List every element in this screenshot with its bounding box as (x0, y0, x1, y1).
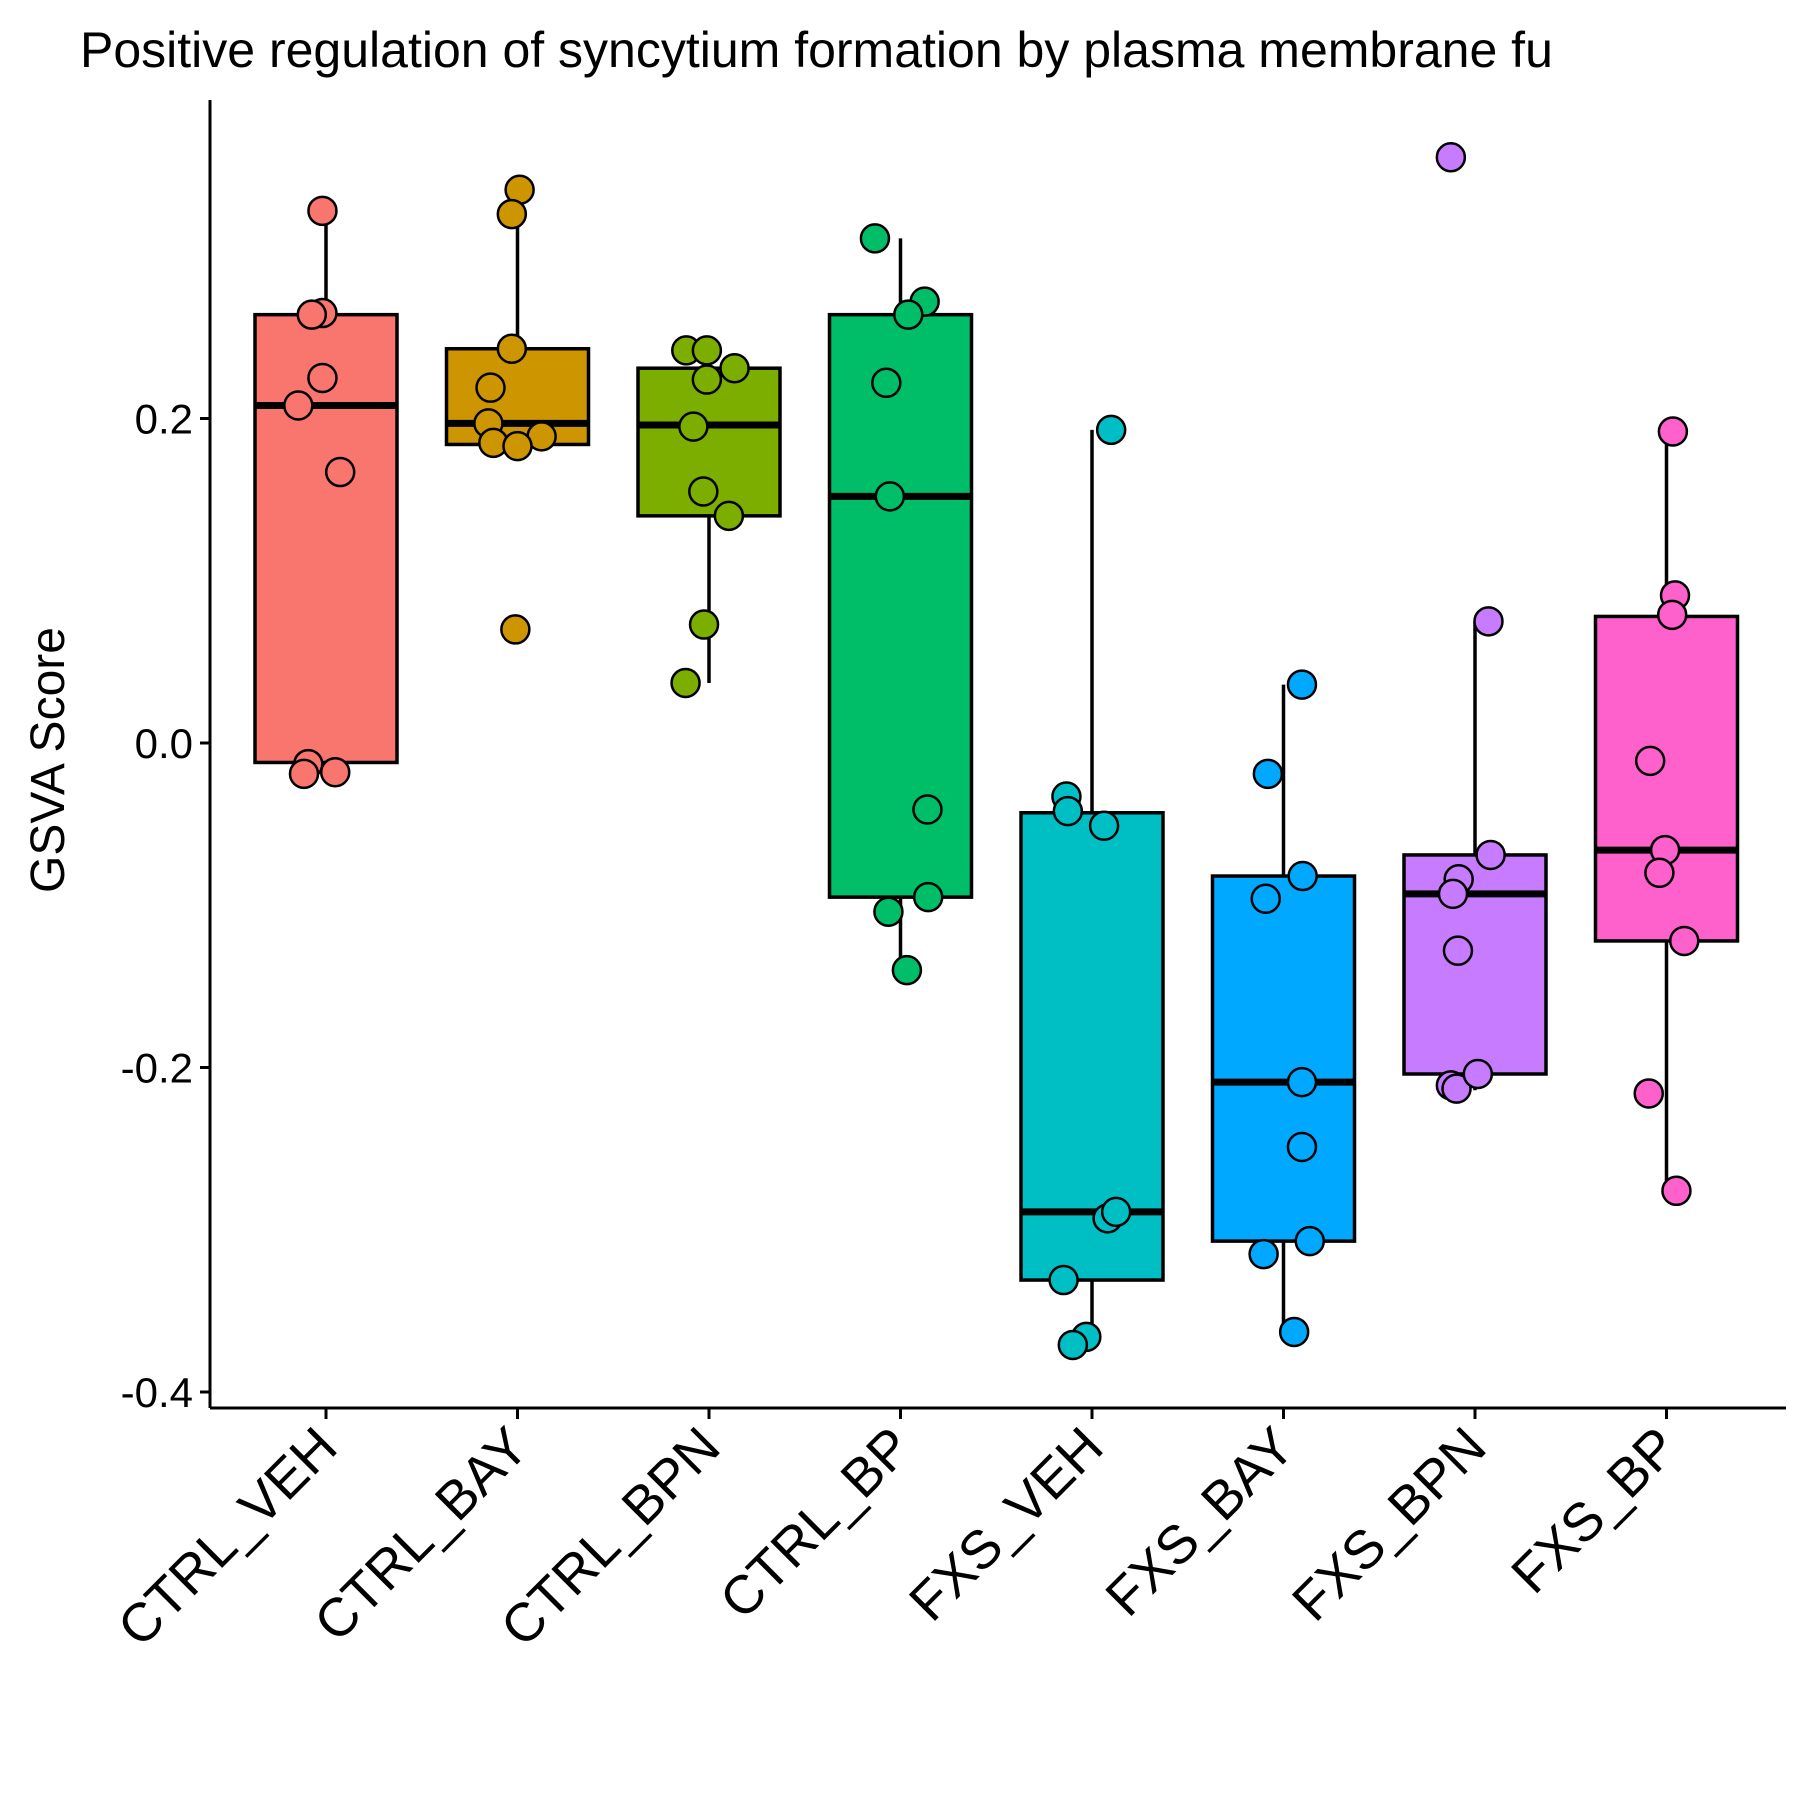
data-point (1644, 857, 1675, 889)
x-tick-label: CTRL_VEH (107, 1416, 349, 1658)
box-group-ctrl-bpn (636, 335, 782, 699)
data-point (1286, 1131, 1318, 1163)
x-tick-label: FXS_BP (1500, 1416, 1689, 1605)
data-point (319, 756, 351, 788)
data-point (307, 362, 338, 394)
data-point (1633, 1078, 1664, 1109)
data-point (502, 430, 533, 462)
box-group-ctrl-veh (253, 195, 399, 790)
data-point (1656, 599, 1688, 631)
data-point (283, 390, 314, 421)
data-point (500, 614, 531, 645)
data-point (719, 352, 750, 384)
x-tick-label: FXS_VEH (898, 1416, 1114, 1632)
data-point (1057, 1329, 1089, 1361)
data-point (475, 372, 506, 403)
data-point (1661, 1175, 1692, 1207)
box (1019, 811, 1165, 1282)
data-point (691, 335, 723, 366)
box-group-fxs-veh (1019, 414, 1165, 1361)
data-point (1100, 1196, 1132, 1228)
data-point (296, 299, 328, 330)
data-point (1442, 935, 1474, 966)
plot-area (253, 142, 1740, 1361)
data-point (1441, 1073, 1472, 1104)
box-group-ctrl-bay (444, 174, 591, 645)
box-group-fxs-bp (1593, 416, 1740, 1207)
y-axis-title: GSVA Score (22, 627, 75, 893)
data-point (678, 411, 709, 442)
x-tick-label: FXS_BPN (1281, 1416, 1497, 1632)
data-point (1475, 839, 1506, 871)
box (1210, 874, 1357, 1243)
data-point (688, 609, 720, 640)
data-point (713, 500, 745, 532)
box (444, 346, 591, 447)
x-tick-label: FXS_BAY (1094, 1416, 1306, 1628)
data-point (1048, 1264, 1079, 1296)
data-point (1248, 1238, 1279, 1270)
x-tick-label: CTRL_BP (709, 1416, 923, 1630)
y-tick-label: -0.4 (121, 1369, 193, 1416)
data-point (688, 476, 719, 507)
box (1593, 614, 1740, 943)
data-point (1286, 1066, 1318, 1098)
data-point (1294, 1225, 1326, 1257)
data-point (1634, 745, 1666, 777)
data-point (1287, 860, 1318, 892)
data-point (1278, 1316, 1310, 1348)
data-point (893, 299, 924, 330)
data-point (859, 223, 891, 254)
data-point (1473, 606, 1504, 637)
data-point (691, 364, 723, 395)
y-tick-label: 0.0 (135, 720, 193, 767)
data-point (1095, 414, 1127, 446)
data-point (288, 758, 320, 790)
data-point (891, 954, 923, 986)
data-point (1657, 416, 1689, 447)
data-point (1437, 878, 1469, 910)
box-group-ctrl-bp (827, 223, 974, 986)
data-point (1435, 142, 1467, 173)
data-point (1250, 883, 1281, 915)
box-group-fxs-bpn (1402, 142, 1548, 1104)
data-point (1462, 1058, 1494, 1090)
data-point (871, 367, 902, 399)
data-point (307, 195, 338, 227)
data-point (874, 481, 906, 512)
box (827, 312, 974, 899)
data-point (1052, 795, 1084, 827)
y-tick-label: 0.2 (135, 396, 193, 443)
data-point (496, 198, 528, 230)
data-point (1252, 758, 1284, 790)
data-point (1669, 925, 1700, 957)
data-point (1088, 810, 1120, 841)
data-point (670, 667, 701, 699)
data-point (873, 896, 904, 927)
box-group-fxs-bay (1210, 669, 1357, 1348)
data-point (324, 456, 356, 488)
chart-title: Positive regulation of syncytium formati… (80, 22, 1553, 78)
box (1402, 853, 1548, 1076)
data-point (496, 333, 528, 364)
data-point (1286, 669, 1318, 700)
data-point (912, 794, 943, 825)
data-point (912, 881, 944, 913)
y-tick-label: -0.2 (121, 1045, 193, 1092)
